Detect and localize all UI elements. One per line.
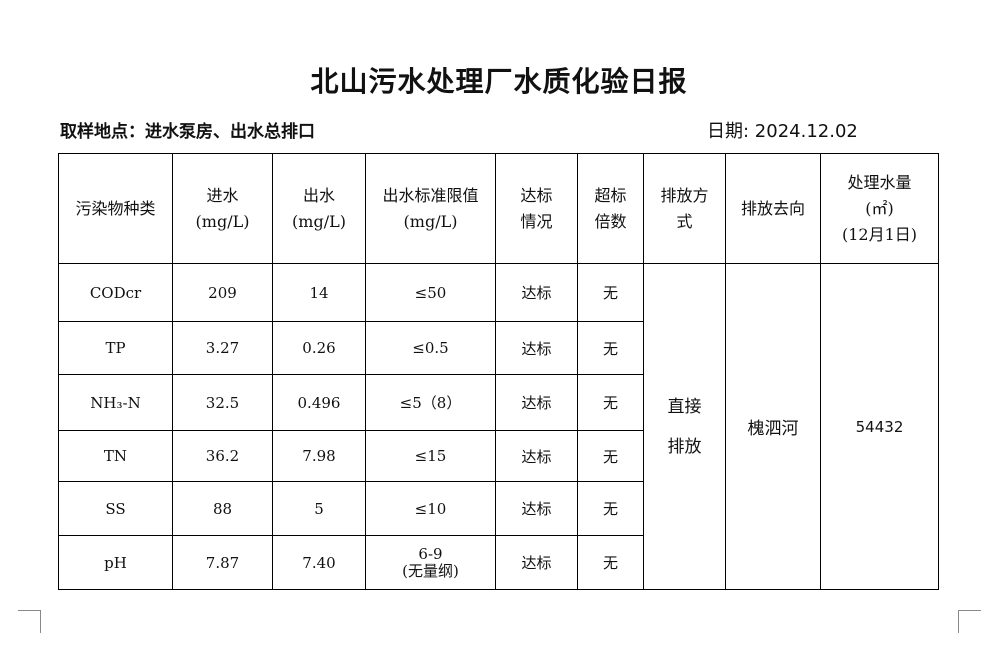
limit-value: 6-9 xyxy=(418,544,443,563)
table-row: SS 88 5 ≤10 达标 无 xyxy=(58,481,939,536)
influent-cell: 209 xyxy=(172,263,273,322)
header-effluent-unit: (mg/L) xyxy=(292,211,346,231)
header-influent-label: 进水 xyxy=(206,185,239,205)
exceed-cell: 无 xyxy=(577,321,644,375)
exceed-cell: 无 xyxy=(577,430,644,482)
header-exceed-l2: 倍数 xyxy=(594,211,627,231)
header-compliance-l2: 情况 xyxy=(520,211,553,231)
compliance-cell: 达标 xyxy=(495,321,578,375)
page-corner-mark-left xyxy=(18,610,41,633)
header-compliance: 达标 情况 xyxy=(495,153,578,264)
header-influent-unit: (mg/L) xyxy=(195,211,250,231)
header-discharge-mode-l2: 式 xyxy=(676,211,693,231)
header-volume-unit: (㎡) xyxy=(865,198,894,218)
table-row: CODcr 209 14 ≤50 达标 无 直接 排放 槐泗河 54432 xyxy=(58,263,939,590)
compliance-cell: 达标 xyxy=(495,430,578,482)
pollutant-cell: TN xyxy=(58,430,173,482)
header-pollutant: 污染物种类 xyxy=(58,153,173,264)
compliance-cell: 达标 xyxy=(495,263,578,322)
limit-cell: ≤50 xyxy=(365,263,496,322)
table-row: TP 3.27 0.26 ≤0.5 达标 无 xyxy=(58,321,939,375)
limit-cell: ≤5（8） xyxy=(365,374,496,431)
page-corner-mark-right xyxy=(958,610,981,633)
limit-cell: ≤10 xyxy=(365,481,496,536)
influent-cell: 32.5 xyxy=(172,374,273,431)
influent-cell: 88 xyxy=(172,481,273,536)
header-effluent: 出水 (mg/L) xyxy=(272,153,366,264)
header-limit-label: 出水标准限值 xyxy=(382,185,479,205)
exceed-cell: 无 xyxy=(577,481,644,536)
header-discharge-to: 排放去向 xyxy=(725,153,821,264)
header-volume-date: (12月1日) xyxy=(841,224,918,244)
influent-cell: 36.2 xyxy=(172,430,273,482)
limit-cell: ≤0.5 xyxy=(365,321,496,375)
table-row: pH 7.87 7.40 6-9 (无量纲) 达标 无 xyxy=(58,535,939,590)
compliance-cell: 达标 xyxy=(495,481,578,536)
header-volume: 处理水量 (㎡) (12月1日) xyxy=(820,153,939,264)
limit-cell: 6-9 (无量纲) xyxy=(365,535,496,590)
header-exceed: 超标 倍数 xyxy=(577,153,644,264)
water-quality-table: 污染物种类 进水 (mg/L) 出水 (mg/L) 出水标准限值 (mg/L) … xyxy=(58,153,939,590)
header-limit: 出水标准限值 (mg/L) xyxy=(365,153,496,264)
header-influent: 进水 (mg/L) xyxy=(172,153,273,264)
discharge-mode-l1: 直接 xyxy=(667,396,702,417)
exceed-cell: 无 xyxy=(577,263,644,322)
effluent-cell: 5 xyxy=(272,481,366,536)
report-date: 日期: 2024.12.02 xyxy=(707,121,858,142)
compliance-cell: 达标 xyxy=(495,535,578,590)
header-compliance-l1: 达标 xyxy=(520,185,553,205)
discharge-to-cell: 槐泗河 xyxy=(725,263,821,590)
sampling-location: 取样地点：进水泵房、出水总排口 xyxy=(60,122,315,142)
pollutant-cell: CODcr xyxy=(58,263,173,322)
pollutant-cell: TP xyxy=(58,321,173,375)
effluent-cell: 0.496 xyxy=(272,374,366,431)
exceed-cell: 无 xyxy=(577,374,644,431)
report-title: 北山污水处理厂水质化验日报 xyxy=(310,65,688,98)
discharge-mode-l2: 排放 xyxy=(667,436,702,457)
header-effluent-label: 出水 xyxy=(302,185,335,205)
discharge-mode-cell: 直接 排放 xyxy=(643,263,726,590)
limit-note: (无量纲) xyxy=(402,561,459,580)
exceed-cell: 无 xyxy=(577,535,644,590)
header-discharge-mode: 排放方 式 xyxy=(643,153,726,264)
pollutant-cell: NH₃-N xyxy=(58,374,173,431)
compliance-cell: 达标 xyxy=(495,374,578,431)
influent-cell: 7.87 xyxy=(172,535,273,590)
header-discharge-mode-l1: 排放方 xyxy=(660,185,709,205)
influent-cell: 3.27 xyxy=(172,321,273,375)
effluent-cell: 7.98 xyxy=(272,430,366,482)
table-row: TN 36.2 7.98 ≤15 达标 无 xyxy=(58,430,939,482)
effluent-cell: 7.40 xyxy=(272,535,366,590)
pollutant-cell: pH xyxy=(58,535,173,590)
effluent-cell: 0.26 xyxy=(272,321,366,375)
effluent-cell: 14 xyxy=(272,263,366,322)
table-row: NH₃-N 32.5 0.496 ≤5（8） 达标 无 xyxy=(58,374,939,431)
table-header-row: 污染物种类 进水 (mg/L) 出水 (mg/L) 出水标准限值 (mg/L) … xyxy=(58,153,939,264)
header-exceed-l1: 超标 xyxy=(594,185,627,205)
header-volume-label: 处理水量 xyxy=(847,172,912,192)
treated-volume-cell: 54432 xyxy=(820,263,939,590)
header-limit-unit: (mg/L) xyxy=(403,211,458,231)
pollutant-cell: SS xyxy=(58,481,173,536)
limit-cell: ≤15 xyxy=(365,430,496,482)
